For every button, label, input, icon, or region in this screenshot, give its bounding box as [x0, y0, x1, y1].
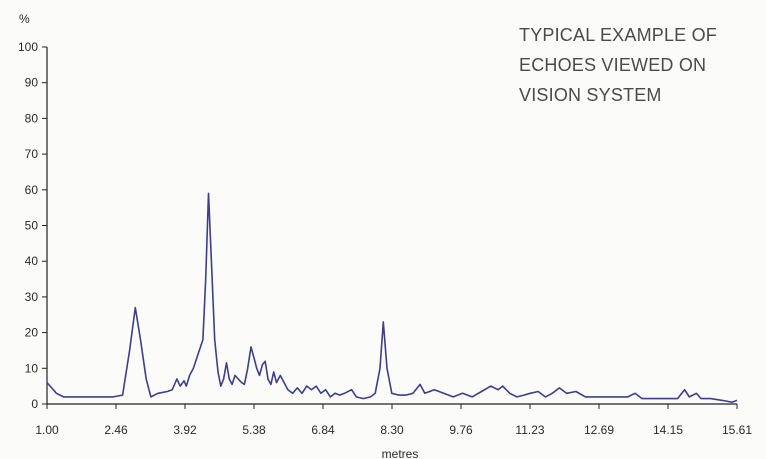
chart-annotation: TYPICAL EXAMPLE OF ECHOES VIEWED ON VISI… [519, 20, 717, 110]
x-tick-label: 5.38 [242, 423, 266, 437]
x-tick-label: 12.69 [584, 423, 614, 437]
x-axis-title: metres [382, 447, 419, 459]
y-tick-label: 50 [25, 219, 39, 233]
y-tick-label: 10 [25, 361, 39, 375]
echo-line [46, 192, 738, 403]
y-tick-label: 30 [25, 290, 39, 304]
x-tick-label: 14.15 [653, 423, 683, 437]
annotation-line-3: VISION SYSTEM [519, 85, 662, 105]
y-tick-label: 100 [18, 40, 38, 54]
y-tick-label: 40 [25, 254, 39, 268]
x-tick-label: 6.84 [311, 423, 335, 437]
x-tick-label: 2.46 [104, 423, 128, 437]
x-tick-label: 8.30 [380, 423, 404, 437]
x-tick-label: 11.23 [515, 423, 544, 437]
x-tick-label: 1.00 [35, 423, 59, 437]
y-tick-label: 80 [25, 111, 39, 125]
echo-series [46, 192, 738, 403]
y-axis: 0 10 20 30 40 50 60 70 80 90 100 [18, 40, 48, 411]
y-tick-label: 70 [25, 147, 39, 161]
y-axis-title: % [19, 12, 30, 26]
x-tick-label: 15.61 [722, 423, 752, 437]
x-tick-label: 3.92 [173, 423, 197, 437]
y-tick-label: 60 [25, 183, 39, 197]
x-tick-label: 9.76 [449, 423, 473, 437]
x-axis: 1.00 2.46 3.92 5.38 6.84 8.30 9.76 11.23 12.69 14… [35, 403, 752, 437]
annotation-line-1: TYPICAL EXAMPLE OF [519, 25, 717, 45]
y-tick-label: 20 [25, 326, 39, 340]
y-tick-label: 0 [31, 397, 38, 411]
annotation-line-2: ECHOES VIEWED ON [519, 55, 707, 75]
y-tick-label: 90 [25, 76, 39, 90]
